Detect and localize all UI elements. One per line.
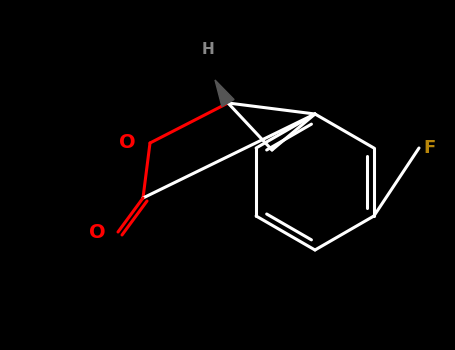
Text: F: F — [423, 139, 435, 157]
Text: O: O — [119, 133, 136, 153]
Polygon shape — [215, 80, 234, 106]
Text: O: O — [89, 223, 106, 241]
Text: H: H — [202, 42, 214, 57]
